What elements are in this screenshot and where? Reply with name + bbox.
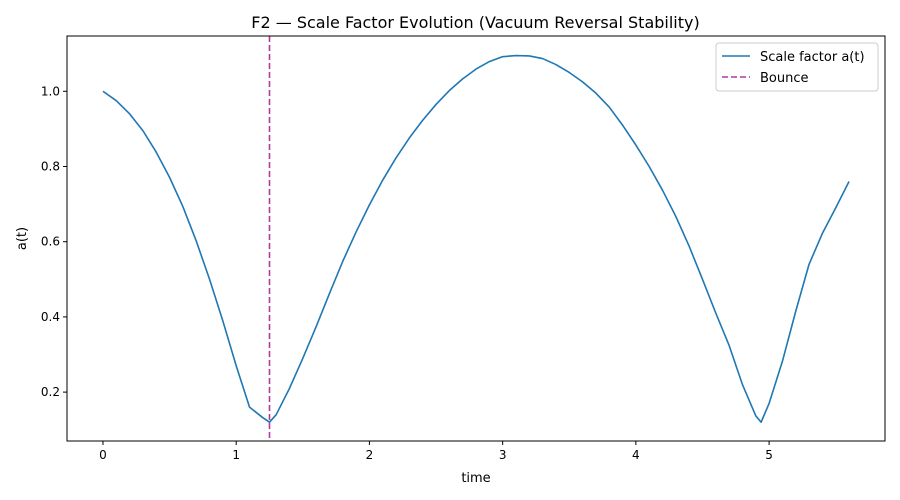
y-axis-label: a(t): [15, 227, 30, 250]
y-tick-label: 0.6: [41, 235, 60, 249]
chart-title: F2 — Scale Factor Evolution (Vacuum Reve…: [251, 13, 699, 32]
series-line-scale-factor: [102, 54, 850, 424]
legend: Scale factor a(t) Bounce: [715, 42, 879, 92]
x-tick-label: 3: [499, 448, 507, 462]
plot-area: [102, 36, 850, 441]
x-axis-label: time: [461, 471, 490, 486]
legend-label-bounce: Bounce: [760, 71, 809, 86]
x-tick-label: 5: [765, 448, 773, 462]
axis-ticks: 0 1 2 3 4 5 0.2 0.4 0.6 0.8 1.0: [41, 84, 773, 462]
y-tick-label: 0.2: [41, 385, 60, 399]
legend-box: [715, 42, 879, 92]
legend-label-scale-factor: Scale factor a(t): [760, 50, 865, 65]
y-tick-label: 0.4: [41, 310, 60, 324]
x-tick-label: 1: [232, 448, 240, 462]
plot-frame: [66, 35, 886, 442]
y-tick-label: 1.0: [41, 84, 60, 98]
x-tick-label: 0: [99, 448, 107, 462]
y-tick-label: 0.8: [41, 159, 60, 173]
x-tick-label: 2: [366, 448, 374, 462]
x-tick-label: 4: [632, 448, 640, 462]
